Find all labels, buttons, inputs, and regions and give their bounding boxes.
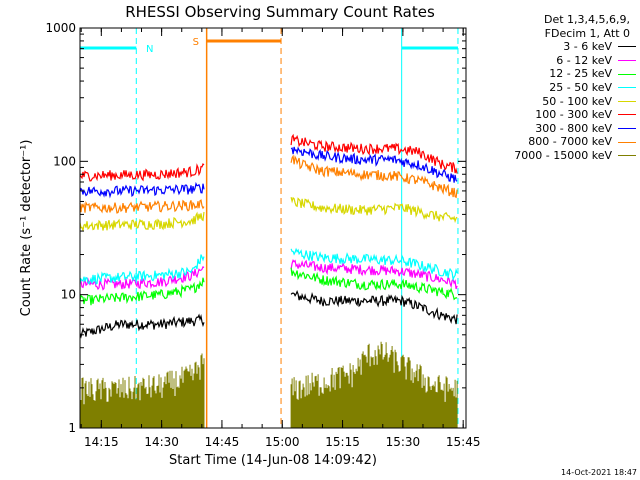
y-tick-label: 100 [53,154,76,168]
legend-swatch [618,141,636,143]
x-axis-label: Start Time (14-Jun-08 14:09:42) [169,453,377,468]
x-tick-label: 15:15 [325,435,360,449]
legend-entry-label: 7000 - 15000 keV [514,148,612,162]
series-line [290,258,458,290]
legend-swatch [618,46,636,48]
series-line [79,353,205,428]
legend-swatch [618,128,636,130]
series-line [290,146,458,183]
series-line [79,181,205,199]
x-tick-label: 15:00 [265,435,300,449]
y-axis-label: Count Rate (s⁻¹ detector⁻¹) [19,140,34,317]
legend-entry: 25 - 50 keV [466,81,636,95]
x-tick-label: 15:45 [446,435,481,449]
legend-entry-label: 25 - 50 keV [549,80,612,94]
legend-entry: 800 - 7000 keV [466,135,636,149]
series-line [290,133,458,174]
legend-entry: 50 - 100 keV [466,95,636,109]
legend-swatch [618,100,636,102]
legend: Det 1,3,4,5,6,9, FDecim 1, Att 0 3 - 6 k… [466,13,636,163]
legend-swatch [618,155,636,157]
legend-entry: 3 - 6 keV [466,40,636,54]
series-line [290,196,458,224]
legend-header-line-2: FDecim 1, Att 0 [544,26,630,40]
legend-swatch [618,60,636,62]
legend-swatch [618,114,636,116]
legend-entry: 12 - 25 keV [466,67,636,81]
legend-entry-label: 12 - 25 keV [549,67,612,81]
y-tick-label: 1 [68,421,76,435]
legend-entry: 300 - 800 keV [466,122,636,136]
x-tick-label: 15:30 [386,435,421,449]
series-line [79,211,205,231]
legend-entry-label: 300 - 800 keV [535,121,612,135]
series-line [79,254,205,285]
legend-entry-label: 50 - 100 keV [542,94,612,108]
series-line [80,266,205,291]
legend-swatch [618,73,636,75]
legend-entry: 100 - 300 keV [466,108,636,122]
series-line [79,199,205,214]
legend-header-line-1: Det 1,3,4,5,6,9, [543,13,630,26]
legend-entry: 6 - 12 keV [466,54,636,68]
plot-frame [79,27,467,429]
footer-timestamp: 14-Oct-2021 18:47 [561,468,637,477]
legend-entry: 7000 - 15000 keV [466,149,636,163]
x-tick-label: 14:30 [144,435,179,449]
x-tick-label: 14:45 [205,435,240,449]
series-line [290,289,458,325]
series-line [79,313,205,339]
legend-swatch [618,87,636,89]
marker-label: N [146,44,153,55]
series-line [290,247,458,282]
legend-entry-label: 6 - 12 keV [556,53,612,67]
legend-entry-label: 100 - 300 keV [535,108,612,122]
series-line [79,277,205,306]
series-line [79,162,205,182]
marker-label: S [193,37,199,48]
legend-entry-label: 3 - 6 keV [563,40,612,54]
series-line [290,267,458,301]
series-line [290,154,458,199]
chart-title: RHESSI Observing Summary Count Rates [125,3,435,21]
legend-entry-label: 800 - 7000 keV [528,135,612,149]
y-tick-label: 10 [61,288,76,302]
y-tick-label: 1000 [45,21,76,35]
series-line [290,341,458,428]
x-tick-label: 14:15 [84,435,119,449]
